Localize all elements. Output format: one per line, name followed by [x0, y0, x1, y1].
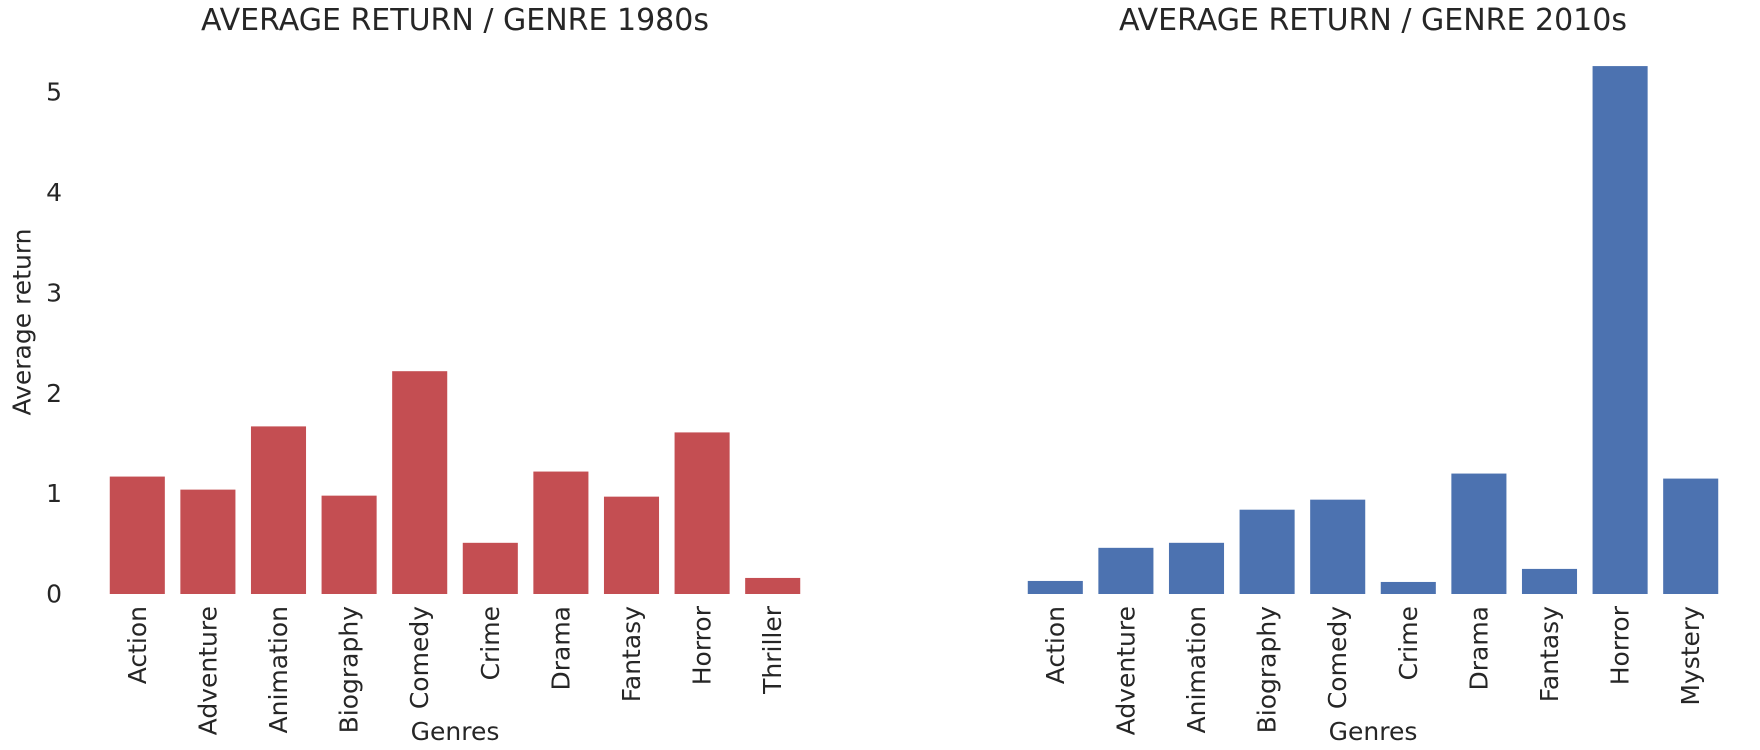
x-tick-label: Adventure	[193, 606, 222, 735]
bar-drama-1	[533, 471, 589, 594]
bar-drama-2	[1451, 473, 1507, 594]
x-tick-label: Biography	[1253, 606, 1282, 734]
y-tick-label: 5	[46, 78, 62, 107]
x-tick-label: Action	[123, 606, 152, 684]
bar-crime-2	[1380, 581, 1436, 594]
bar-comedy-2	[1310, 499, 1366, 594]
x-axis-label-1: Genres	[411, 717, 500, 746]
x-tick-label: Animation	[264, 606, 293, 733]
x-tick-label: Drama	[1464, 606, 1493, 691]
bar-animation-2	[1168, 542, 1225, 594]
chart-title-2: AVERAGE RETURN / GENRE 2010s	[1119, 3, 1627, 38]
x-tick-label: Horror	[1606, 605, 1635, 685]
x-axis-label-2: Genres	[1329, 717, 1418, 746]
x-tick-label: Crime	[1394, 606, 1423, 680]
y-axis-label: Average return	[8, 228, 37, 415]
bar-adventure-2	[1098, 547, 1154, 594]
x-tick-label: Drama	[546, 606, 575, 691]
y-tick-label: 3	[46, 278, 62, 307]
bar-fantasy-2	[1521, 568, 1578, 594]
bar-biography-1	[321, 495, 377, 594]
bar-mystery-2	[1663, 478, 1719, 594]
bar-animation-1	[250, 426, 307, 594]
x-tick-label: Fantasy	[617, 606, 646, 702]
bar-action-1	[109, 476, 165, 594]
x-tick-label: Animation	[1182, 606, 1211, 733]
x-tick-label: Comedy	[1323, 606, 1352, 709]
chart-title-1: AVERAGE RETURN / GENRE 1980s	[201, 3, 709, 38]
x-tick-label: Fantasy	[1535, 606, 1564, 702]
x-tick-label: Mystery	[1676, 606, 1705, 706]
x-tick-label: Adventure	[1111, 606, 1140, 735]
bar-horror-1	[674, 432, 730, 594]
x-tick-label: Comedy	[405, 606, 434, 709]
y-tick-label: 4	[46, 178, 62, 207]
y-tick-label: 2	[46, 379, 62, 408]
bar-action-2	[1027, 580, 1083, 594]
bar-biography-2	[1239, 509, 1295, 594]
bar-crime-1	[462, 542, 518, 594]
x-tick-label: Thriller	[758, 605, 787, 695]
bar-adventure-1	[180, 489, 236, 594]
bar-thriller-1	[745, 577, 801, 594]
y-tick-label: 1	[46, 479, 62, 508]
x-tick-label: Biography	[335, 606, 364, 734]
y-tick-label: 0	[46, 580, 62, 609]
x-tick-label: Crime	[476, 606, 505, 680]
bar-horror-2	[1592, 66, 1648, 594]
x-tick-label: Horror	[688, 605, 717, 685]
bar-comedy-1	[392, 371, 448, 594]
bar-fantasy-1	[603, 496, 660, 594]
x-tick-label: Action	[1041, 606, 1070, 684]
